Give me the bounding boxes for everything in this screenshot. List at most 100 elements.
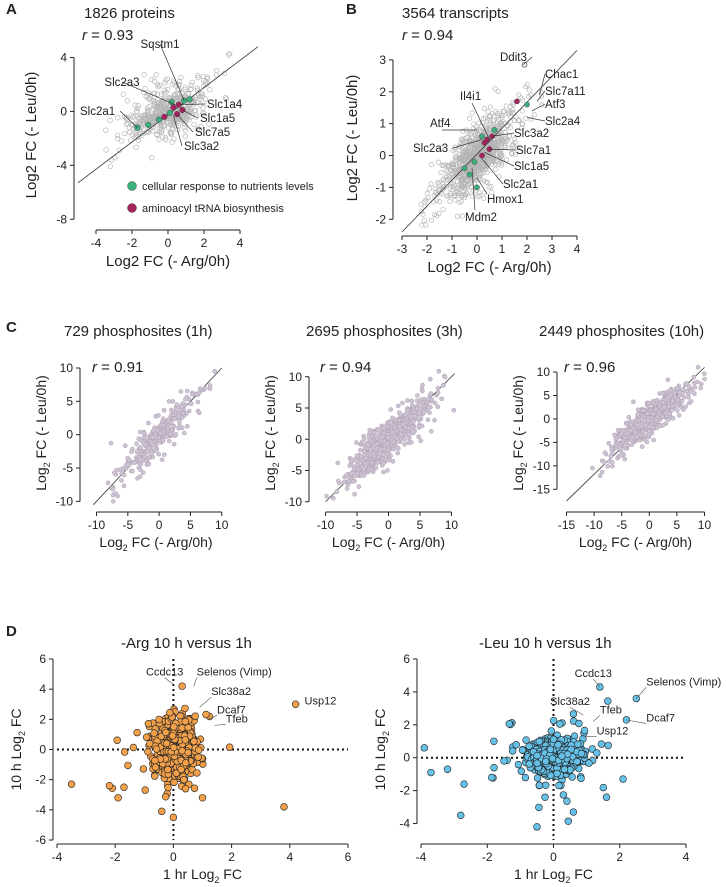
panel-c1-x-axis-label-main: Log: [99, 534, 122, 550]
panel-c2-point: [386, 447, 391, 453]
panel-b-point: [439, 145, 445, 151]
panel-b-x-tick-label: 4: [574, 242, 581, 256]
panel-d2-point: [597, 740, 606, 748]
panel-c2-point: [382, 438, 387, 444]
panel-a-point: [194, 85, 201, 91]
panel-a-point: [158, 126, 165, 132]
panel-c3-y-tick-label: 5: [543, 389, 550, 403]
panel-a-point: [201, 110, 207, 117]
panel-b-highlight-point: [474, 184, 480, 191]
panel-a-point: [207, 87, 213, 93]
panel-c2-point: [386, 457, 392, 463]
panel-b-point: [465, 147, 472, 153]
panel-a-point: [188, 114, 194, 121]
panel-a-point: [182, 127, 189, 134]
panel-a-point: [123, 121, 130, 128]
panel-c3-x-tick-label: -15: [558, 518, 576, 532]
panel-b-point: [419, 222, 425, 228]
panel-b-annotation-leader: [523, 56, 533, 65]
panel-b-point: [488, 184, 494, 190]
panel-d2-point: [535, 781, 544, 789]
panel-b-point: [516, 92, 522, 98]
panel-c2-point: [411, 429, 417, 434]
panel-d1-point: [162, 728, 170, 737]
panel-d2-y-tick-label: -2: [399, 784, 410, 798]
panel-c1-point: [195, 399, 201, 405]
panel-c1-point: [134, 449, 140, 454]
panel-c2-x-tick-label: 0: [385, 518, 392, 532]
panel-c3-y-tick-label: 0: [543, 412, 550, 426]
panel-c2-title: 2695 phosphosites (3h): [306, 323, 463, 340]
panel-d1-point: [146, 739, 154, 748]
panel-c2-point: [411, 413, 417, 419]
panel-c1-point: [134, 441, 139, 447]
panel-d2-y-axis-label-rest: FC: [372, 708, 388, 731]
panel-a-point: [197, 94, 203, 100]
panel-d1-point: [124, 761, 132, 770]
panel-d2-x-axis-label-rest: FC: [570, 866, 593, 882]
panel-b-point: [457, 144, 463, 150]
panel-d2-x-axis-label-main: 1 hr Log: [514, 866, 565, 882]
panel-a-point: [171, 92, 177, 98]
panel-c3-point: [647, 428, 652, 434]
panel-b-point: [464, 178, 471, 184]
panel-c1-x-tick-label: 0: [156, 518, 163, 532]
panel-b-r-value: r = 0.94: [402, 27, 453, 44]
panel-c2-point: [349, 459, 354, 465]
panel-d1-point: [139, 765, 148, 773]
panel-c1-x-axis-label: Log2 FC (- Arg/0h): [99, 534, 212, 553]
panel-c1-point: [167, 438, 172, 444]
panel-b-point: [463, 158, 469, 164]
panel-c1-point: [146, 420, 151, 426]
panel-d1-x-tick-label: -4: [52, 850, 63, 864]
panel-b-annotation-leader: [539, 73, 546, 96]
panel-c2-point: [451, 407, 457, 413]
panel-c3-y-tick-label: 10: [537, 365, 551, 379]
panel-a-point: [154, 101, 160, 107]
panel-b-y-tick-label: -1: [375, 180, 386, 194]
panel-c3-point: [617, 445, 623, 451]
panel-b-r-symbol: r: [402, 27, 408, 44]
panel-a-point: [124, 115, 130, 121]
panel-d2-title: -Leu 10 h versus 1h: [479, 635, 612, 652]
panel-b-point: [441, 184, 447, 190]
panel-a-point: [135, 115, 141, 121]
panel-c2-point: [398, 432, 404, 437]
panel-b-x-tick-label: -2: [422, 242, 433, 256]
panel-b-point: [459, 213, 465, 219]
panel-b-point: [511, 144, 517, 150]
panel-c3-point: [674, 386, 680, 391]
panel-c3-x-axis-label: Log2 FC (- Arg/0h): [579, 534, 692, 553]
panel-d1-point: [177, 765, 185, 774]
panel-c2-point: [330, 495, 336, 501]
panel-c2-point: [414, 398, 420, 404]
panel-b-point: [515, 118, 521, 124]
panel-b-point: [499, 136, 505, 142]
panel-c2-point: [425, 417, 431, 423]
panel-a-title: 1826 proteins: [84, 5, 175, 22]
panel-c2-point: [349, 471, 354, 477]
panel-b-annotation-leader: [471, 102, 490, 140]
panel-a-point: [118, 138, 125, 144]
panel-c3-point: [698, 385, 704, 391]
panel-c3-point: [641, 408, 646, 413]
panel-c2-point: [421, 409, 427, 414]
panel-c2-point: [354, 453, 360, 459]
panel-b-point: [462, 136, 468, 142]
panel-c1-title: 729 phosphosites (1h): [64, 323, 212, 340]
panel-c2-point: [406, 425, 412, 431]
panel-a-r-symbol: r: [82, 27, 88, 44]
panel-b-point: [485, 109, 491, 115]
panel-c3-point: [695, 364, 701, 370]
panel-b-annotation-mdm2: Mdm2: [465, 212, 497, 224]
panel-c2-point: [335, 460, 341, 466]
panel-d1-outlier-point: [105, 781, 114, 790]
panel-c2-y-tick-label: 0: [295, 432, 302, 446]
panel-b-point: [487, 104, 493, 110]
panel-c1-point: [135, 476, 140, 481]
panel-c3-point: [660, 414, 666, 420]
panel-c3-point: [683, 404, 689, 409]
panel-b-point: [489, 161, 495, 167]
panel-b-point: [424, 191, 430, 197]
panel-c3-point: [619, 452, 624, 458]
